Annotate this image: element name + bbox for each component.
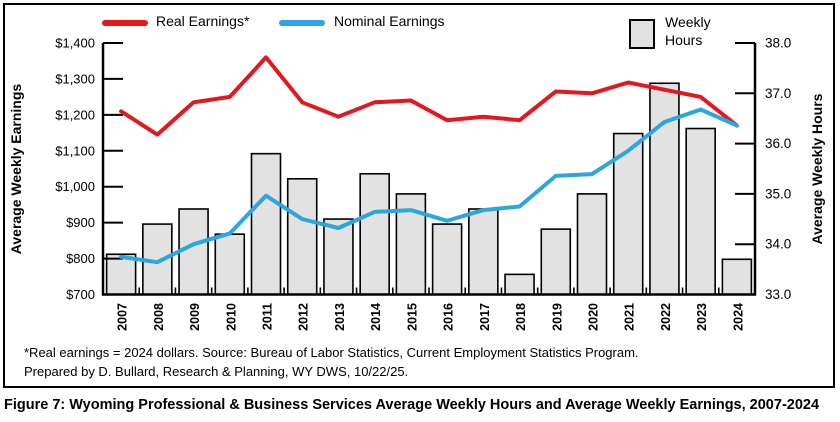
x-axis-year-label: 2017 [478, 303, 492, 331]
x-axis-year-label: 2011 [261, 303, 275, 330]
x-axis-year-label: 2020 [587, 303, 601, 331]
right-axis-tick-label: 34.0 [765, 237, 791, 252]
left-axis-tick-label: $1,300 [55, 71, 95, 86]
right-axis-title: Average Weekly Hours [809, 93, 825, 245]
right-axis-tick-label: 33.0 [765, 287, 791, 302]
figure-caption: Figure 7: Wyoming Professional & Busines… [4, 397, 820, 413]
bar-2017 [468, 208, 499, 296]
bar-2020 [576, 193, 608, 296]
legend-weekly-hours-label-line2: Hours [665, 32, 703, 48]
left-axis-tick-label: $1,100 [55, 143, 95, 158]
right-axis-tick-label: 35.0 [765, 186, 791, 201]
left-axis-tick-label: $1,000 [55, 179, 95, 194]
real-earnings-line [119, 55, 739, 137]
right-axis-tick-label: 37.0 [765, 86, 791, 101]
bar-2009 [178, 208, 209, 296]
x-axis-year-label: 2023 [695, 303, 709, 331]
x-axis-year-label: 2018 [514, 303, 528, 331]
x-axis-year-label: 2007 [116, 303, 130, 331]
x-axis-year-label: 2016 [442, 303, 456, 331]
left-axis-tick-label: $800 [66, 251, 95, 266]
bar-2024 [721, 258, 753, 296]
left-axis-tick-label: $700 [66, 287, 95, 302]
bar-2012 [286, 178, 318, 296]
bar-2016 [431, 223, 463, 296]
x-axis-year-label: 2013 [333, 303, 347, 331]
legend-weekly-hours-label-line1: Weekly [665, 14, 711, 30]
legend-nominal-earnings-label: Nominal Earnings [334, 13, 445, 29]
left-axis-title: Average Weekly Earnings [8, 83, 24, 255]
x-axis-year-label: 2008 [152, 303, 166, 331]
x-axis-year-label: 2014 [369, 303, 383, 331]
left-axis-tick-label: $1,200 [55, 107, 95, 122]
real-earnings-line-swatch [102, 20, 148, 26]
x-axis-year-label: 2012 [297, 303, 311, 331]
bar-2014 [359, 172, 390, 296]
x-axis-year-label: 2022 [659, 303, 673, 331]
bar-2010 [214, 233, 246, 296]
nominal-earnings-line [119, 107, 739, 265]
bar-2023 [685, 127, 716, 296]
bar-2018 [504, 273, 535, 296]
bar-2022 [649, 82, 680, 296]
legend-real-earnings-label: Real Earnings* [156, 13, 250, 29]
weekly-hours-bar-swatch [629, 19, 655, 49]
x-axis-year-label: 2010 [224, 303, 238, 331]
left-axis-tick-label: $900 [66, 215, 95, 230]
bar-2021 [612, 132, 644, 296]
x-axis-year-label: 2009 [188, 303, 202, 331]
left-axis-tick-label: $1,400 [55, 36, 95, 51]
nominal-earnings-line-swatch [279, 20, 325, 26]
bar-2013 [323, 218, 354, 296]
right-axis-tick-label: 38.0 [765, 36, 791, 51]
bar-2019 [540, 228, 572, 296]
footnote-prepared-by: Prepared by D. Bullard, Research & Plann… [24, 364, 409, 379]
x-axis-year-label: 2019 [550, 303, 564, 331]
x-axis-year-label: 2015 [405, 303, 419, 331]
x-axis-year-label: 2021 [623, 303, 637, 331]
bar-2011 [250, 152, 282, 296]
footnote-source: *Real earnings = 2024 dollars. Source: B… [24, 345, 639, 360]
x-axis-year-label: 2024 [731, 303, 745, 331]
right-axis-tick-label: 36.0 [765, 136, 791, 151]
